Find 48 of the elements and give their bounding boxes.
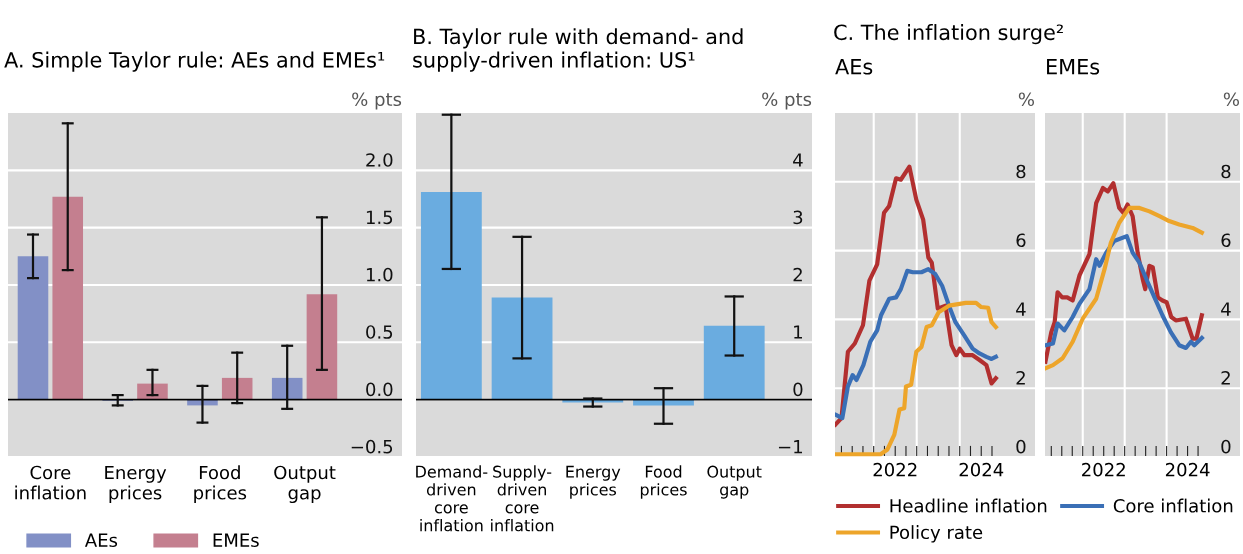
- x-tick-label: 2024: [1165, 462, 1210, 477]
- x-tick-label: Food prices: [640, 465, 687, 499]
- chart-title: B. Taylor rule with demand- and supply-driven inflation: US¹: [413, 28, 743, 72]
- y-tick-label: 4: [1016, 302, 1026, 316]
- y-tick-label: 4: [1221, 302, 1231, 316]
- legend-label: Policy rate: [890, 525, 983, 543]
- chart-title: A. Simple Taylor rule: AEs and EMEs¹: [4, 51, 385, 72]
- y-tick-label: 2: [1221, 371, 1230, 385]
- y-tick-label: 2: [793, 267, 802, 282]
- y-tick-label: −0.5: [351, 439, 393, 454]
- y-tick-label: 0: [793, 382, 803, 397]
- chart-subtitle: EMEs: [1047, 59, 1100, 75]
- legend-label: Headline inflation: [890, 498, 1047, 513]
- y-tick-label: 4: [793, 153, 803, 167]
- y-tick-label: 3: [793, 210, 803, 225]
- y-tick-label: 6: [1221, 233, 1231, 248]
- x-tick-label: Output gap: [274, 465, 336, 504]
- y-tick-label: 8: [1016, 164, 1026, 179]
- x-tick-label: 2022: [873, 462, 917, 477]
- y-tick-label: 1: [794, 325, 802, 339]
- y-tick-label: 0.0: [366, 382, 393, 397]
- y-tick-label: 8: [1221, 164, 1231, 179]
- y-axis-title: %: [1018, 92, 1034, 107]
- y-tick-label: 0: [1016, 439, 1026, 454]
- y-tick-label: 0.5: [366, 325, 393, 339]
- legend-label: EMEs: [213, 533, 259, 547]
- x-tick-label: Supply- driven core inflation: [491, 465, 554, 532]
- x-tick-label: 2022: [1082, 462, 1125, 477]
- legend-label: AEs: [84, 533, 118, 547]
- y-tick-label: 1.5: [366, 210, 393, 225]
- x-tick-label: Demand- driven core inflation: [416, 465, 488, 532]
- y-axis-title: % pts: [352, 92, 402, 110]
- chart-title: C. The inflation surge²: [834, 24, 1063, 45]
- x-tick-label: Core inflation: [15, 465, 86, 500]
- x-tick-label: Energy prices: [566, 465, 621, 499]
- y-tick-label: 0: [1221, 439, 1231, 454]
- y-tick-label: 2: [1016, 371, 1025, 385]
- x-tick-label: Food prices: [194, 465, 247, 504]
- y-tick-label: 1.0: [366, 267, 393, 282]
- x-tick-label: Output gap: [707, 465, 762, 499]
- y-tick-label: 2.0: [366, 153, 393, 167]
- y-tick-label: −1: [778, 440, 802, 454]
- y-tick-label: 6: [1016, 233, 1026, 248]
- x-tick-label: 2024: [959, 462, 1004, 477]
- y-axis-title: % pts: [762, 92, 812, 110]
- y-axis-title: %: [1223, 92, 1239, 107]
- x-tick-label: Energy prices: [105, 465, 167, 504]
- chart-subtitle: AEs: [835, 59, 873, 75]
